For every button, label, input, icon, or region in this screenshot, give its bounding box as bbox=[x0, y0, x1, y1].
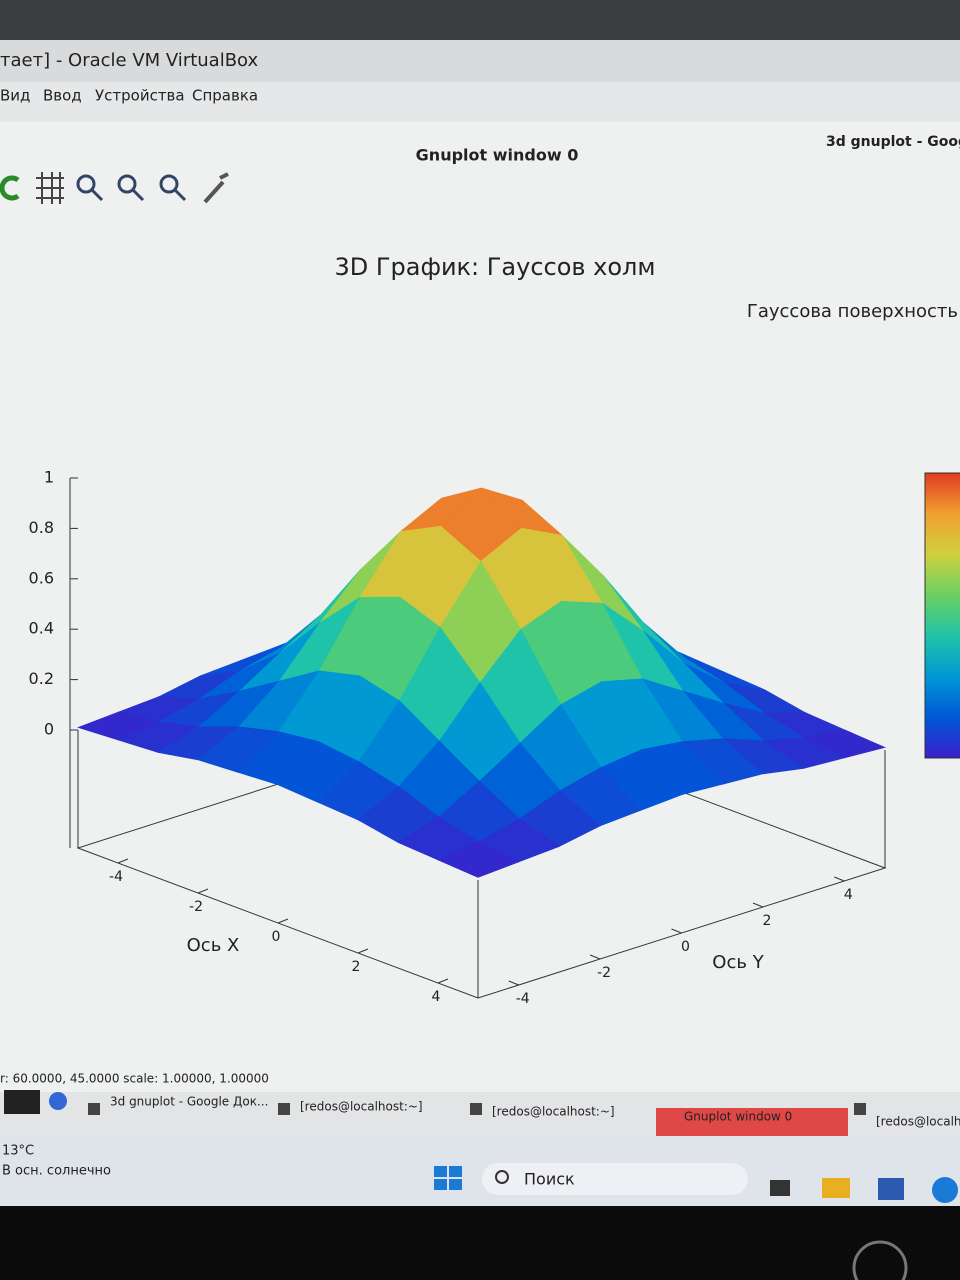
search-box[interactable] bbox=[482, 1163, 748, 1195]
start-button[interactable] bbox=[434, 1166, 462, 1190]
x-tick-label: -2 bbox=[189, 899, 203, 915]
replot-icon[interactable] bbox=[0, 175, 20, 201]
x-tick bbox=[117, 858, 129, 864]
y-tick-label: 2 bbox=[762, 913, 771, 929]
color-box bbox=[924, 472, 960, 759]
menu-item[interactable]: Устройства bbox=[95, 87, 185, 105]
z-tick-label: 0 bbox=[44, 720, 54, 739]
search-icon bbox=[495, 1170, 509, 1184]
x-tick bbox=[357, 948, 369, 954]
menu-item[interactable]: Ввод bbox=[43, 87, 82, 105]
z-tick-label: 0.8 bbox=[29, 518, 54, 537]
task-icon[interactable] bbox=[88, 1103, 100, 1115]
taskview-icon[interactable] bbox=[770, 1180, 790, 1196]
help-icon[interactable] bbox=[932, 1177, 958, 1203]
task-icon[interactable] bbox=[470, 1103, 482, 1115]
y-tick-label: -2 bbox=[597, 965, 611, 981]
task-icon[interactable] bbox=[854, 1103, 866, 1115]
x-tick bbox=[437, 978, 449, 984]
hp-logo bbox=[852, 1240, 908, 1280]
x-tick-label: 4 bbox=[432, 989, 441, 1005]
x-tick-label: 2 bbox=[352, 959, 361, 975]
z-tick-label: 0.4 bbox=[29, 619, 54, 638]
explorer-icon[interactable] bbox=[822, 1178, 850, 1198]
bezel-bottom bbox=[0, 1206, 960, 1280]
grid-icon[interactable] bbox=[36, 172, 64, 204]
task-item[interactable]: [redos@localhost:~] bbox=[300, 1100, 423, 1114]
y-tick bbox=[589, 954, 601, 960]
y-tick bbox=[671, 928, 682, 934]
browser-icon[interactable] bbox=[49, 1092, 67, 1110]
x-tick-label: -4 bbox=[109, 869, 123, 885]
terminal-icon[interactable] bbox=[4, 1090, 40, 1114]
z-tick-label: 0.6 bbox=[29, 568, 54, 587]
y-tick bbox=[752, 902, 764, 908]
x-tick bbox=[197, 888, 209, 894]
status-text: r: 60.0000, 45.0000 scale: 1.00000, 1.00… bbox=[0, 1072, 269, 1086]
bezel-top bbox=[0, 0, 960, 40]
zoom-icons[interactable] bbox=[76, 174, 187, 202]
menu-item[interactable]: Вид bbox=[0, 87, 30, 105]
gnuplot-title: Gnuplot window 0 bbox=[416, 146, 579, 165]
y-tick-label: -4 bbox=[516, 991, 530, 1007]
active-task[interactable] bbox=[656, 1108, 848, 1138]
legend-label: Гауссова поверхность bbox=[747, 301, 958, 322]
settings-icon[interactable] bbox=[203, 172, 229, 204]
task-list[interactable]: 3d gnuplot - Google Док... [redos@localho… bbox=[88, 1095, 960, 1139]
y-tick-label: 0 bbox=[681, 939, 690, 955]
store-icon[interactable] bbox=[878, 1178, 904, 1200]
task-icon[interactable] bbox=[278, 1103, 290, 1115]
z-tick-label: 1 bbox=[44, 468, 54, 487]
plot: 3D График: Гауссов холм Гауссова поверхно… bbox=[29, 253, 960, 1007]
y-axis-label: Ось Y bbox=[712, 952, 764, 973]
title-bar bbox=[0, 40, 960, 82]
chart-title: 3D График: Гауссов холм bbox=[334, 253, 655, 281]
surface-cell bbox=[437, 841, 520, 878]
window-title: тает] - Oracle VM VirtualBox bbox=[0, 50, 259, 71]
windows-taskbar bbox=[0, 1136, 960, 1206]
x-axis-label: Ось X bbox=[187, 935, 240, 956]
weather: В осн. солнечно bbox=[2, 1164, 111, 1179]
task-item[interactable]: 3d gnuplot - Google Док... bbox=[110, 1095, 268, 1109]
menu-bar bbox=[0, 82, 960, 122]
task-item[interactable]: [redos@localhost:~] bbox=[492, 1105, 615, 1119]
menu: Вид Ввод Устройства Справка bbox=[0, 87, 258, 105]
y-tick bbox=[508, 980, 519, 986]
task-item[interactable]: [redos@localh bbox=[876, 1115, 960, 1129]
z-tick-label: 0.2 bbox=[29, 669, 54, 688]
y-tick bbox=[834, 876, 845, 882]
menu-item[interactable]: Справка bbox=[192, 87, 258, 105]
search-label[interactable]: Поиск bbox=[524, 1170, 575, 1189]
temperature: 13°C bbox=[2, 1144, 34, 1159]
toolbar[interactable] bbox=[0, 172, 229, 204]
x-tick bbox=[277, 918, 289, 924]
task-item[interactable]: Gnuplot window 0 bbox=[684, 1110, 792, 1124]
x-tick-label: 0 bbox=[272, 929, 281, 945]
other-tab: 3d gnuplot - Goog bbox=[826, 134, 960, 150]
y-tick-label: 4 bbox=[844, 887, 853, 903]
status-bar bbox=[0, 1070, 960, 1092]
